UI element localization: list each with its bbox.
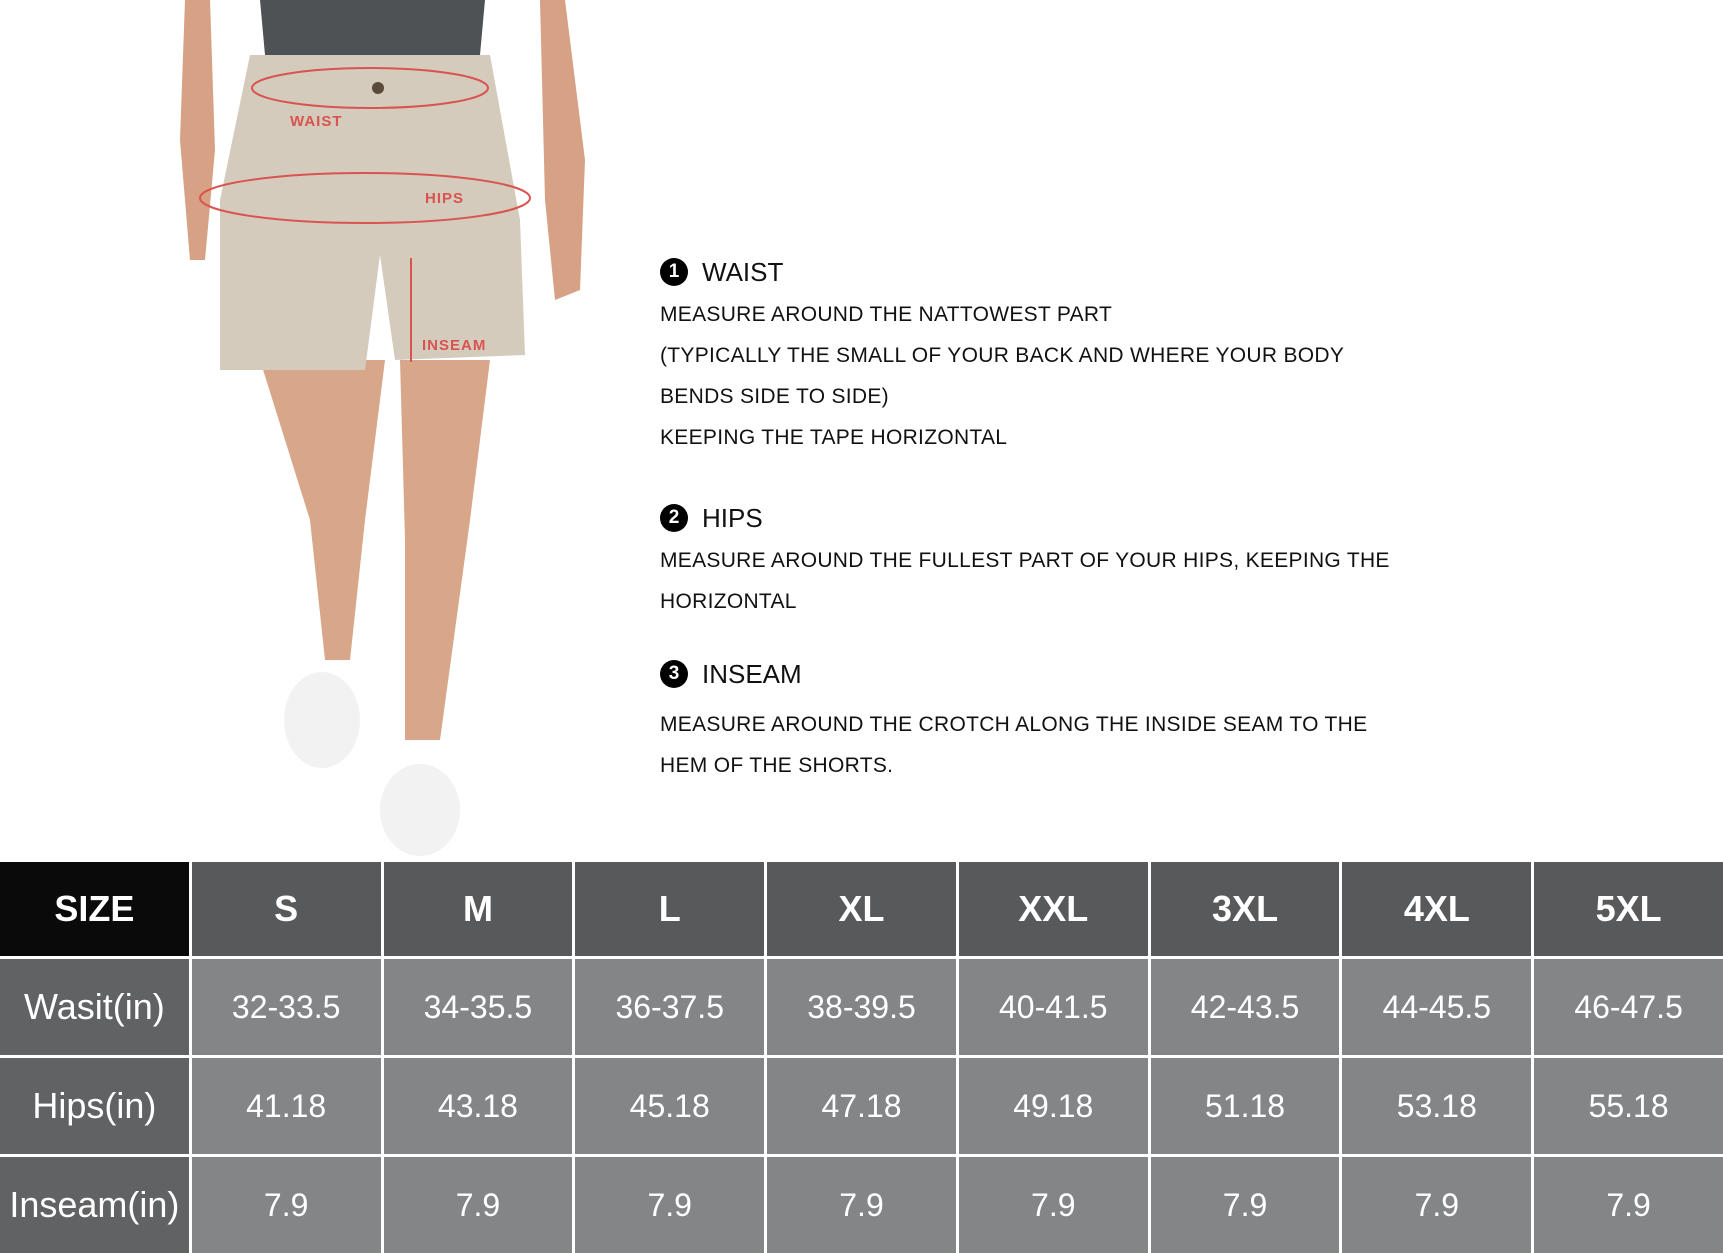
table-cell: 7.9 — [1342, 1157, 1532, 1253]
table-cell: 55.18 — [1534, 1058, 1723, 1154]
number-1-icon: 1 — [660, 258, 688, 286]
size-column-header: 4XL — [1342, 862, 1532, 956]
section-title: INSEAM — [702, 658, 802, 689]
guide-line: KEEPING THE TAPE HORIZONTAL — [660, 426, 1008, 449]
shorts-model-illustration — [180, 0, 585, 856]
table-cell: 34-35.5 — [383, 959, 573, 1055]
size-column-header: M — [383, 862, 573, 956]
guide-line: MEASURE AROUND THE NATTOWEST PART — [660, 303, 1113, 326]
size-column-header: S — [191, 862, 381, 956]
table-cell: 7.9 — [767, 1157, 956, 1253]
row-label: Inseam(in) — [0, 1157, 189, 1253]
table-cell: 32-33.5 — [191, 959, 381, 1055]
guide-section-hips: 2 HIPS MEASURE AROUND THE FULLEST PART OF… — [660, 496, 1560, 622]
size-chart-table: SIZE S M L XL XXL 3XL 4XL 5XL Wasit(in) 32-33.5 34… — [0, 862, 1723, 1253]
table-cell: 47.18 — [767, 1058, 956, 1154]
model-photo: WAIST HIPS INSEAM — [150, 0, 600, 860]
section-title: WAIST — [702, 256, 784, 287]
table-cell: 7.9 — [383, 1157, 573, 1253]
size-column-header: XL — [767, 862, 956, 956]
table-cell: 43.18 — [383, 1058, 573, 1154]
table-cell: 51.18 — [1150, 1058, 1340, 1154]
guide-section-waist: 1 WAIST MEASURE AROUND THE NATTOWEST PART… — [660, 250, 1560, 458]
size-column-header: 5XL — [1534, 862, 1723, 956]
table-cell: 38-39.5 — [767, 959, 956, 1055]
guide-line: (TYPICALLY THE SMALL OF YOUR BACK AND WH… — [660, 344, 1345, 367]
size-column-header: L — [575, 862, 765, 956]
number-2-icon: 2 — [660, 504, 688, 532]
table-cell: 36-37.5 — [575, 959, 765, 1055]
table-cell: 49.18 — [958, 1058, 1148, 1154]
section-title: HIPS — [702, 502, 763, 533]
table-cell: 7.9 — [958, 1157, 1148, 1253]
table-cell: 40-41.5 — [958, 959, 1148, 1055]
inseam-label: INSEAM — [422, 337, 487, 354]
guide-line: HEM OF THE SHORTS. — [660, 754, 894, 777]
table-cell: 53.18 — [1342, 1058, 1532, 1154]
table-cell: 7.9 — [1534, 1157, 1723, 1253]
size-column-header: 3XL — [1150, 862, 1340, 956]
table-cell: 46-47.5 — [1534, 959, 1723, 1055]
guide-section-inseam: 3 INSEAM MEASURE AROUND THE CROTCH ALONG … — [660, 652, 1560, 786]
table-cell: 41.18 — [191, 1058, 381, 1154]
hips-label: HIPS — [425, 190, 465, 207]
guide-line: HORIZONTAL — [660, 590, 797, 613]
row-label: Wasit(in) — [0, 959, 189, 1055]
table-cell: 7.9 — [191, 1157, 381, 1253]
table-cell: 42-43.5 — [1150, 959, 1340, 1055]
row-label: Hips(in) — [0, 1058, 189, 1154]
measurement-guide: 1 WAIST MEASURE AROUND THE NATTOWEST PART… — [660, 250, 1560, 816]
table-cell: 7.9 — [575, 1157, 765, 1253]
size-column-header: XXL — [958, 862, 1148, 956]
guide-line: BENDS SIDE TO SIDE) — [660, 385, 889, 408]
table-cell: 7.9 — [1150, 1157, 1340, 1253]
table-cell: 44-45.5 — [1342, 959, 1532, 1055]
guide-line: MEASURE AROUND THE CROTCH ALONG THE INSI… — [660, 713, 1368, 736]
number-3-icon: 3 — [660, 660, 688, 688]
guide-line: MEASURE AROUND THE FULLEST PART OF YOUR … — [660, 549, 1390, 572]
waist-label: WAIST — [290, 113, 343, 130]
size-header: SIZE — [0, 862, 189, 956]
table-cell: 45.18 — [575, 1058, 765, 1154]
